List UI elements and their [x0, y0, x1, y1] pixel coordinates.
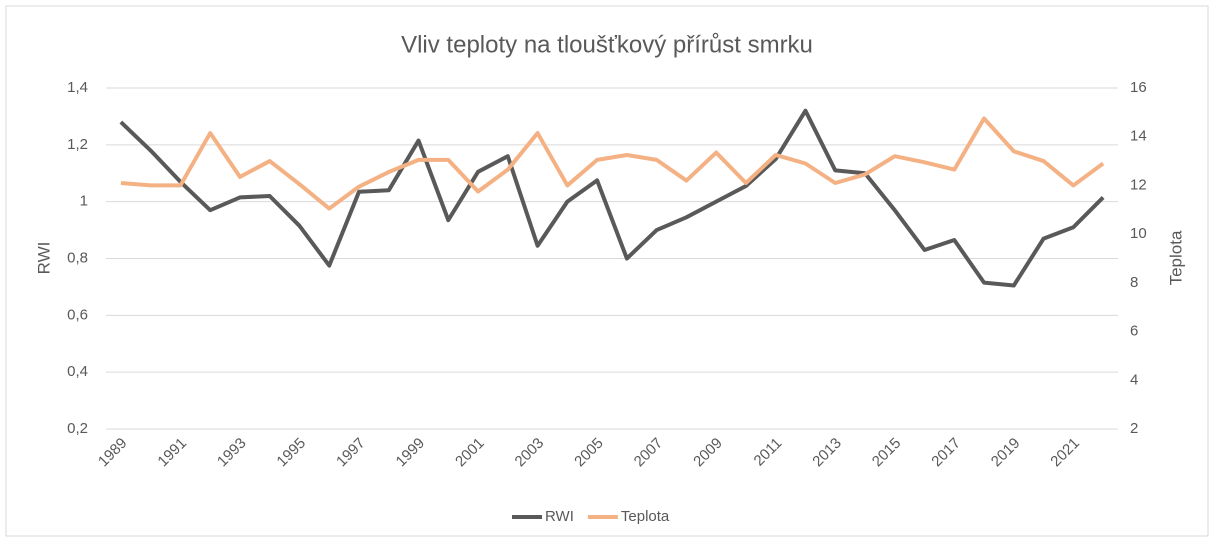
- chart-border: [5, 5, 1209, 537]
- y2-tick-label: 10: [1130, 225, 1147, 242]
- y2-tick-label: 2: [1130, 420, 1138, 437]
- legend-label: Teplota: [621, 508, 670, 525]
- y2-axis-label: Teplota: [1166, 230, 1185, 285]
- y2-tick-label: 14: [1130, 128, 1147, 145]
- legend-label: RWI: [545, 508, 574, 525]
- y-tick-label: 0,4: [67, 363, 88, 380]
- y2-tick-label: 4: [1130, 371, 1138, 388]
- y-tick-label: 1,2: [67, 136, 88, 153]
- y-axis-label: RWI: [34, 242, 53, 275]
- y2-tick-label: 16: [1130, 79, 1147, 96]
- y2-tick-label: 8: [1130, 274, 1138, 291]
- chart-title: Vliv teploty na tloušťkový přírůst smrku: [401, 31, 813, 58]
- y-tick-label: 0,8: [67, 249, 88, 266]
- y2-tick-label: 6: [1130, 323, 1138, 340]
- y-tick-label: 1,4: [67, 79, 88, 96]
- y-tick-label: 0,2: [67, 420, 88, 437]
- series-line: [119, 108, 1105, 288]
- series-line: [120, 116, 1105, 211]
- y-tick-label: 0,6: [67, 306, 88, 323]
- y2-tick-label: 12: [1130, 176, 1147, 193]
- y-tick-label: 1: [80, 193, 88, 210]
